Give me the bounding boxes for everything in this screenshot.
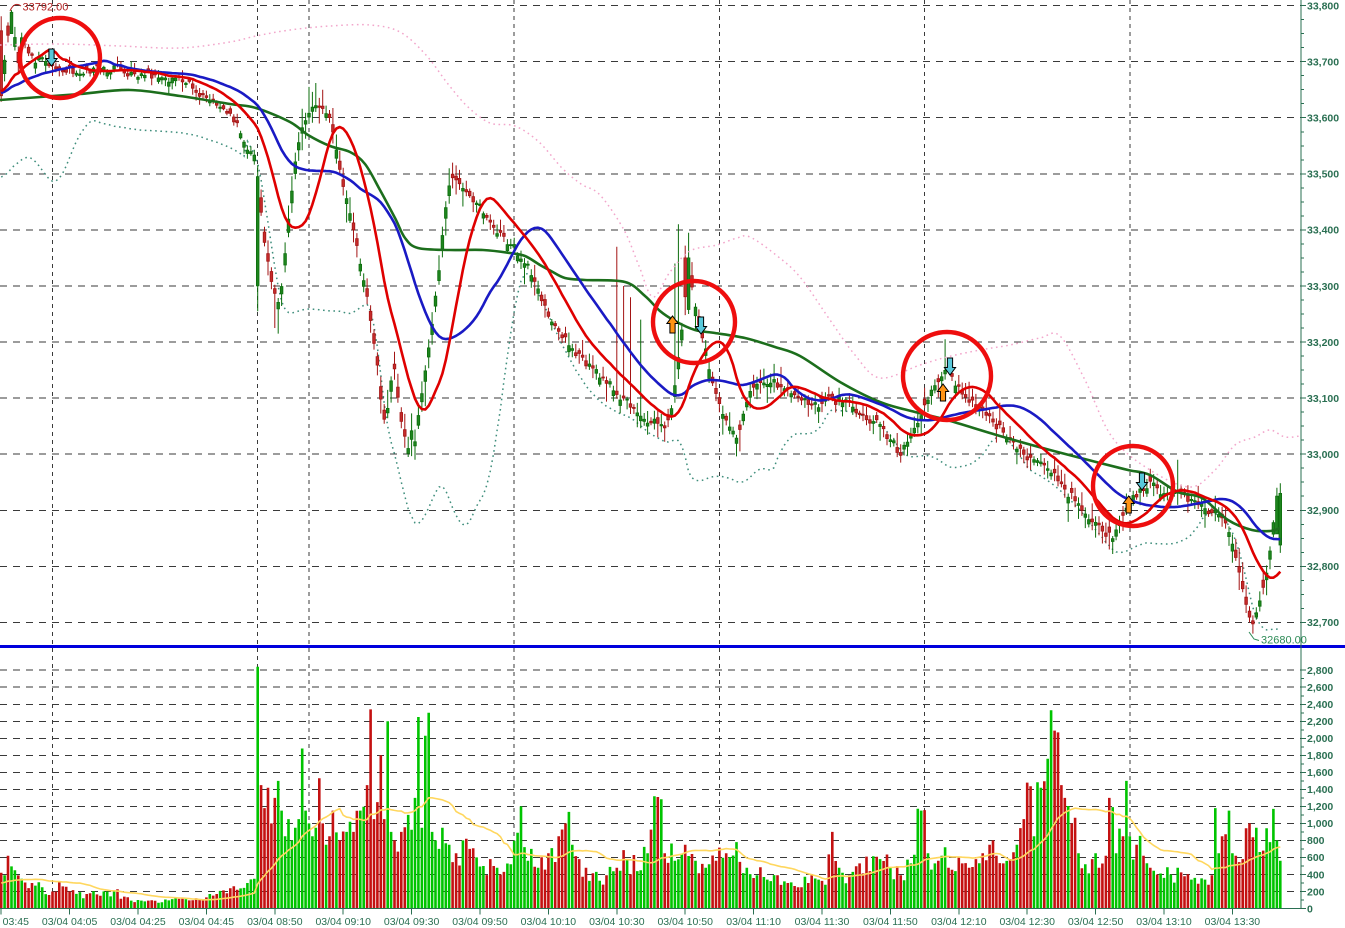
svg-text:2,800: 2,800 [1307, 665, 1333, 677]
svg-text:33,600: 33,600 [1307, 113, 1339, 125]
svg-text:03/04 09:10: 03/04 09:10 [315, 916, 371, 928]
svg-text:33,200: 33,200 [1307, 337, 1339, 349]
svg-text:03/04 12:50: 03/04 12:50 [1068, 916, 1124, 928]
svg-text:03/04 11:10: 03/04 11:10 [726, 916, 781, 928]
svg-text:1,800: 1,800 [1307, 750, 1333, 762]
svg-text:32,700: 32,700 [1307, 617, 1339, 629]
svg-text:33,500: 33,500 [1307, 169, 1339, 181]
svg-text:1,200: 1,200 [1307, 801, 1333, 813]
svg-text:1,000: 1,000 [1307, 818, 1333, 830]
svg-text:2,600: 2,600 [1307, 682, 1333, 694]
svg-text:03/04 09:50: 03/04 09:50 [452, 916, 508, 928]
svg-text:32680.00: 32680.00 [1261, 635, 1307, 647]
svg-text:2,400: 2,400 [1307, 699, 1333, 711]
svg-text:03/04 04:25: 03/04 04:25 [110, 916, 166, 928]
svg-text:03/04 03:45: 03/04 03:45 [0, 916, 29, 928]
svg-text:2,200: 2,200 [1307, 716, 1333, 728]
svg-text:03/04 12:10: 03/04 12:10 [931, 916, 987, 928]
svg-text:03/04 13:30: 03/04 13:30 [1205, 916, 1261, 928]
svg-text:600: 600 [1307, 852, 1325, 864]
svg-text:400: 400 [1307, 869, 1325, 881]
svg-text:1,600: 1,600 [1307, 767, 1333, 779]
svg-text:03/04 08:50: 03/04 08:50 [247, 916, 303, 928]
svg-text:800: 800 [1307, 835, 1325, 847]
svg-text:03/04 09:30: 03/04 09:30 [384, 916, 440, 928]
svg-text:200: 200 [1307, 886, 1325, 898]
svg-text:33,700: 33,700 [1307, 57, 1339, 69]
svg-text:03/04 11:50: 03/04 11:50 [863, 916, 918, 928]
svg-text:33,100: 33,100 [1307, 393, 1339, 405]
svg-text:2,000: 2,000 [1307, 733, 1333, 745]
svg-text:03/04 10:50: 03/04 10:50 [657, 916, 713, 928]
svg-text:03/04 11:30: 03/04 11:30 [795, 916, 850, 928]
svg-text:32,800: 32,800 [1307, 561, 1339, 573]
svg-text:03/04 10:30: 03/04 10:30 [589, 916, 645, 928]
svg-text:33,000: 33,000 [1307, 449, 1339, 461]
svg-text:32,900: 32,900 [1307, 505, 1339, 517]
svg-text:33,800: 33,800 [1307, 0, 1339, 12]
svg-text:33,400: 33,400 [1307, 225, 1339, 237]
svg-text:33792.00: 33792.00 [23, 2, 69, 14]
svg-text:0: 0 [1307, 903, 1313, 915]
svg-text:03/04 10:10: 03/04 10:10 [521, 916, 577, 928]
svg-text:03/04 04:05: 03/04 04:05 [42, 916, 98, 928]
svg-text:03/04 12:30: 03/04 12:30 [999, 916, 1055, 928]
svg-text:03/04 04:45: 03/04 04:45 [179, 916, 235, 928]
svg-text:33,300: 33,300 [1307, 281, 1339, 293]
svg-text:1,400: 1,400 [1307, 784, 1333, 796]
svg-text:03/04 13:10: 03/04 13:10 [1136, 916, 1192, 928]
